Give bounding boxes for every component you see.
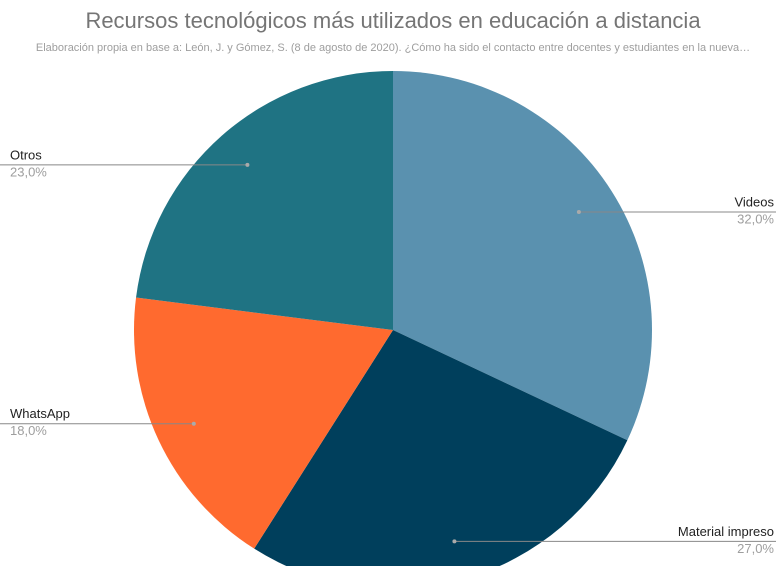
pie-slice (393, 71, 652, 441)
leader-dot (452, 539, 457, 544)
slice-value-label: 23,0% (10, 164, 47, 179)
slice-value-label: 18,0% (10, 423, 47, 438)
chart-title: Recursos tecnológicos más utilizados en … (85, 8, 701, 33)
leader-dot (191, 421, 196, 426)
slice-value-label: 32,0% (737, 211, 774, 226)
slice-value-label: 27,0% (737, 541, 774, 556)
slice-label: Material impreso (678, 524, 774, 539)
slice-label: WhatsApp (10, 406, 70, 421)
pie-slice (134, 297, 393, 549)
slice-label: Videos (734, 194, 774, 209)
pie-slice (254, 330, 628, 566)
slice-label: Otros (10, 147, 42, 162)
pie-slice (136, 71, 393, 330)
leader-dot (245, 162, 250, 167)
leader-dot (576, 210, 581, 215)
chart-subtitle: Elaboración propia en base a: León, J. y… (36, 42, 750, 54)
